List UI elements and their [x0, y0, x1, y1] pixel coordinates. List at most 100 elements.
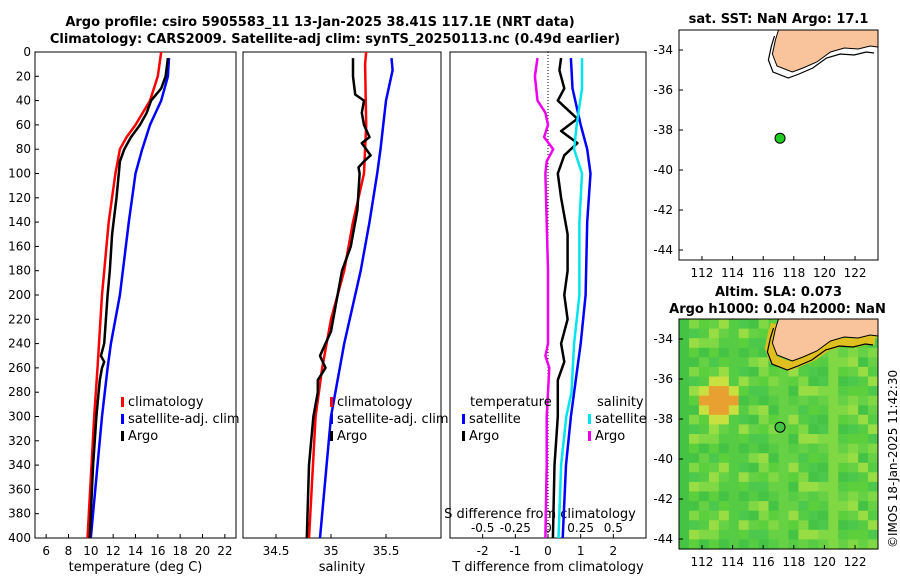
- sdiff-legend-satellite-swatch: [588, 414, 591, 424]
- sla-heatmap-cell: [828, 539, 839, 550]
- sla-map-float-marker: [774, 421, 786, 433]
- sla-heatmap-cell: [738, 366, 750, 378]
- sla-heatmap-cell: [718, 510, 730, 521]
- sla-heatmap-cell: [788, 491, 799, 502]
- sla-heatmap-cell: [728, 357, 740, 368]
- temperature-legend-argo-label: Argo: [128, 429, 158, 444]
- sla-heatmap-cell: [838, 395, 849, 406]
- sla-heatmap-cell: [778, 443, 789, 454]
- sla-heatmap-cell: [738, 347, 750, 358]
- sla-heatmap-cell: [768, 434, 779, 445]
- sla-heatmap-cell: [828, 510, 839, 521]
- sla-heatmap-cell: [788, 424, 799, 435]
- sla-heatmap-cell: [768, 510, 779, 521]
- sla-heatmap-cell: [838, 405, 849, 416]
- sla-heatmap-cell: [828, 481, 839, 493]
- temperature-tick-label: 14: [128, 544, 143, 558]
- sla-heatmap-cell: [698, 510, 710, 521]
- sla-heatmap-cell: [718, 491, 730, 502]
- sla-heatmap-cell: [758, 453, 770, 464]
- tdiff-line-argo: [551, 57, 579, 539]
- sla-heatmap-cell: [808, 462, 819, 473]
- sla-heatmap-cell: [758, 501, 770, 512]
- sla-heatmap-cell: [858, 376, 869, 387]
- sla-heatmap-cell: [778, 376, 789, 387]
- sla-heatmap-cell: [858, 386, 869, 397]
- temperature-line-satellite: [89, 58, 171, 539]
- sla-heatmap-cell: [679, 357, 690, 368]
- sla-heatmap-cell: [679, 462, 690, 473]
- tdiff-legend-satellite-swatch: [462, 414, 465, 424]
- sla-heatmap-cell: [728, 434, 740, 445]
- sla-heatmap-cell: [708, 347, 720, 358]
- sla-heatmap-cell: [689, 491, 700, 502]
- sla-heatmap-cell: [758, 472, 770, 483]
- sla-heatmap-cell: [689, 529, 700, 540]
- sla-heatmap-cell: [738, 443, 750, 454]
- sla-heatmap-cell: [808, 481, 819, 493]
- sst-map-float-marker: [774, 132, 786, 144]
- sla-heatmap-cell: [698, 376, 710, 387]
- sla-heatmap-cell: [718, 539, 730, 550]
- sdiff-line-argo: [533, 57, 555, 539]
- sla-heatmap-cell: [718, 481, 730, 493]
- temperature-legend-argo-swatch: [121, 431, 124, 441]
- sla-heatmap-cell: [748, 529, 760, 540]
- sla-heatmap-cell: [768, 501, 779, 512]
- sla-heatmap-cell: [868, 462, 879, 473]
- sla-heatmap-cell: [698, 319, 710, 330]
- sla-heatmap-cell: [708, 529, 720, 540]
- sst-map-lat-label: -34: [653, 43, 673, 57]
- sla-heatmap-cell: [818, 491, 829, 502]
- sst-map-lat-label: -42: [653, 203, 673, 217]
- sla-heatmap-cell: [868, 347, 879, 358]
- salinity-legend-argo-label: Argo: [337, 429, 367, 444]
- sla-heatmap-cell: [838, 510, 849, 521]
- sdiff-legend-title: salinity: [597, 395, 644, 410]
- tdiff-legend-satellite-label: satellite: [469, 412, 521, 427]
- sla-heatmap-cell: [838, 357, 849, 368]
- sla-heatmap-cell: [858, 414, 869, 425]
- sla-heatmap-cell: [689, 328, 700, 339]
- sla-heatmap-cell: [718, 366, 730, 378]
- sla-heatmap-cell: [868, 424, 879, 435]
- sst-map-frame: [678, 29, 879, 261]
- sla-heatmap-cell: [868, 510, 879, 521]
- sla-heatmap-cell: [748, 443, 760, 454]
- temperature-legend-satellite-swatch: [121, 414, 124, 424]
- sla-heatmap-cell: [848, 395, 859, 406]
- tdiff-tick-label: 2: [610, 544, 618, 558]
- sla-heatmap-cell: [679, 539, 690, 550]
- sla-heatmap-cell: [728, 472, 740, 483]
- sla-heatmap-cell: [808, 443, 819, 454]
- tdiff-tick-label: -2: [477, 544, 489, 558]
- sla-heatmap-cell: [848, 501, 859, 512]
- sla-heatmap-cell: [758, 386, 770, 397]
- sla-heatmap-cell: [748, 395, 760, 406]
- sla-heatmap-cell: [778, 510, 789, 521]
- sla-map-title-line2: Argo h1000: 0.04 h2000: NaN: [669, 302, 886, 317]
- sla-heatmap-cell: [718, 319, 730, 330]
- sla-heatmap-cell: [698, 405, 710, 416]
- sla-heatmap-cell: [788, 501, 799, 512]
- sla-heatmap-cell: [698, 529, 710, 540]
- sla-heatmap-cell: [768, 520, 779, 531]
- salinity-legend-satellite-label: satellite-adj. clim: [337, 412, 449, 427]
- salinity-panel-frame: [242, 51, 442, 539]
- sla-heatmap-cell: [798, 443, 809, 454]
- sla-heatmap-cell: [798, 376, 809, 387]
- sla-heatmap-cell: [689, 443, 700, 454]
- sla-heatmap-cell: [798, 405, 809, 416]
- sla-heatmap-cell: [679, 414, 690, 425]
- sla-heatmap-cell: [679, 424, 690, 435]
- sla-heatmap-cell: [868, 453, 879, 464]
- sla-heatmap-cell: [868, 491, 879, 502]
- sla-heatmap-cell: [728, 395, 740, 406]
- sla-heatmap-cell: [868, 539, 879, 550]
- sla-heatmap-cell: [768, 443, 779, 454]
- sla-heatmap-cell: [728, 520, 740, 531]
- depth-tick-label: 120: [8, 191, 31, 205]
- sla-heatmap-cell: [788, 386, 799, 397]
- sla-heatmap-cell: [758, 462, 770, 473]
- tdiff-tick-label: 0: [544, 544, 552, 558]
